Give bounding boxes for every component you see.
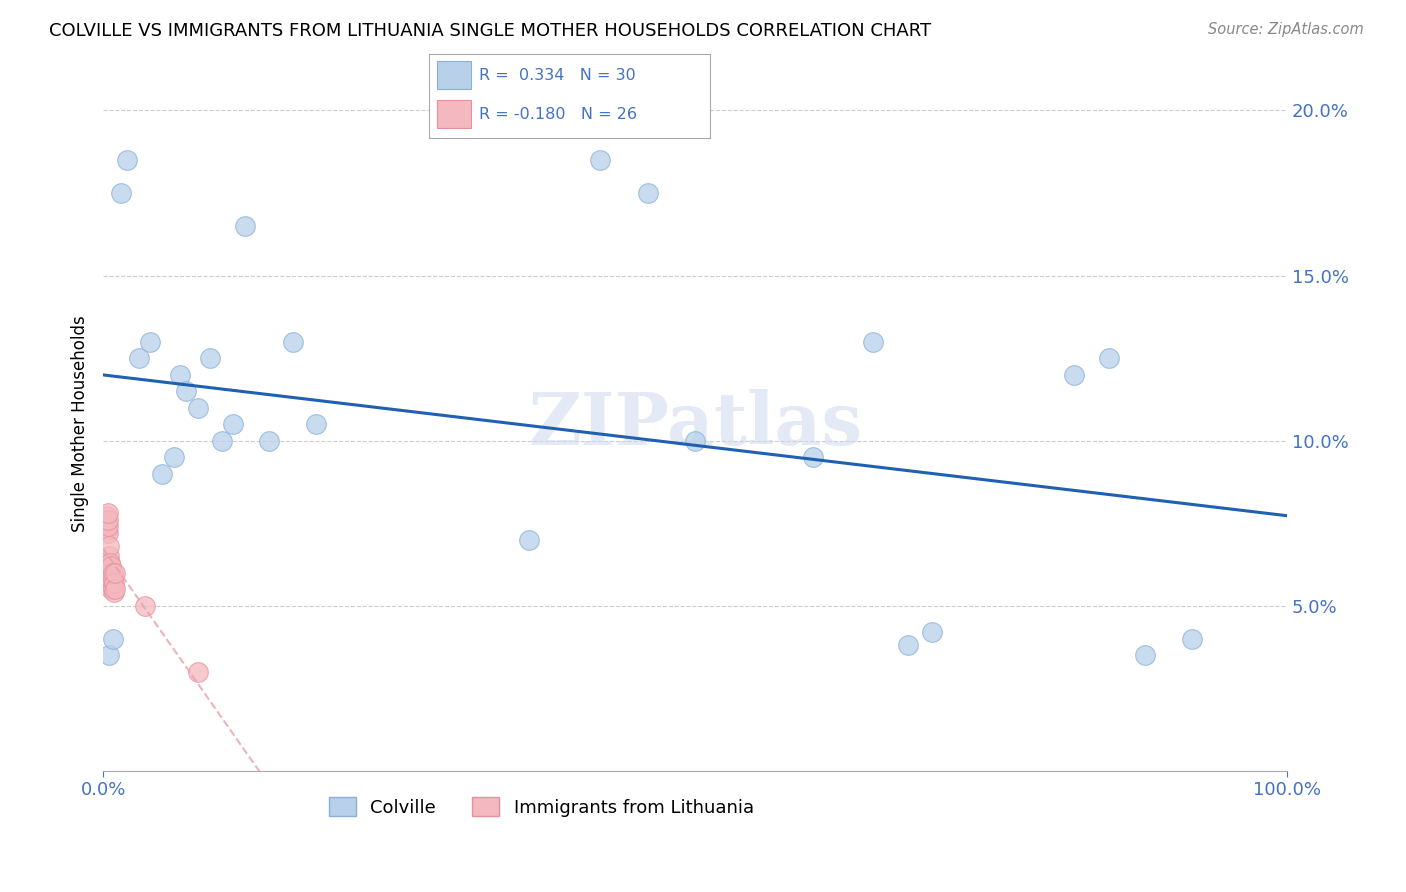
Point [97, 519, 120, 533]
Point [637, 186, 659, 200]
Point [98, 556, 121, 570]
Point [222, 417, 245, 431]
Point [98, 549, 121, 563]
Point [98, 566, 121, 580]
Point [134, 599, 156, 613]
Text: R = -0.180   N = 26: R = -0.180 N = 26 [479, 107, 637, 122]
Point [96, 516, 118, 530]
Point [101, 632, 124, 646]
Point [98, 539, 121, 553]
Text: Source: ZipAtlas.com: Source: ZipAtlas.com [1208, 22, 1364, 37]
Point [517, 533, 540, 547]
Point [862, 334, 884, 349]
Text: R =  0.334   N = 30: R = 0.334 N = 30 [479, 68, 636, 83]
Bar [437, 100, 471, 128]
Point [257, 434, 280, 448]
Point [211, 434, 233, 448]
Point [150, 467, 173, 481]
Legend: Colville, Immigrants from Lithuania: Colville, Immigrants from Lithuania [322, 790, 761, 824]
Point [115, 153, 138, 167]
Point [139, 334, 162, 349]
Y-axis label: Single Mother Households: Single Mother Households [72, 316, 89, 533]
Bar [437, 62, 471, 89]
Point [305, 417, 328, 431]
Point [897, 638, 920, 652]
Point [921, 625, 943, 640]
Point [98, 559, 121, 574]
Point [1098, 351, 1121, 365]
Point [97, 526, 120, 541]
Point [1133, 648, 1156, 662]
Point [96, 523, 118, 537]
Point [103, 575, 125, 590]
Point [169, 368, 191, 382]
Point [97, 513, 120, 527]
Point [97, 506, 120, 520]
Point [110, 186, 132, 200]
Point [589, 153, 612, 167]
Point [187, 401, 209, 415]
Point [101, 572, 124, 586]
Point [128, 351, 150, 365]
Point [98, 572, 121, 586]
Point [96, 509, 118, 524]
Point [98, 648, 121, 662]
Point [1181, 632, 1204, 646]
Point [98, 566, 121, 580]
Point [163, 450, 186, 464]
Point [187, 665, 209, 679]
Point [233, 219, 256, 233]
Point [103, 585, 125, 599]
Point [1063, 368, 1085, 382]
Point [101, 566, 124, 580]
Point [104, 566, 127, 580]
Point [104, 582, 127, 596]
Point [803, 450, 825, 464]
Text: ZIPatlas: ZIPatlas [529, 389, 862, 459]
Point [100, 582, 122, 596]
Point [198, 351, 221, 365]
Point [281, 334, 304, 349]
Point [683, 434, 706, 448]
Point [100, 559, 122, 574]
Point [101, 582, 124, 596]
Point [174, 384, 197, 398]
Text: COLVILLE VS IMMIGRANTS FROM LITHUANIA SINGLE MOTHER HOUSEHOLDS CORRELATION CHART: COLVILLE VS IMMIGRANTS FROM LITHUANIA SI… [49, 22, 931, 40]
Point [100, 572, 122, 586]
